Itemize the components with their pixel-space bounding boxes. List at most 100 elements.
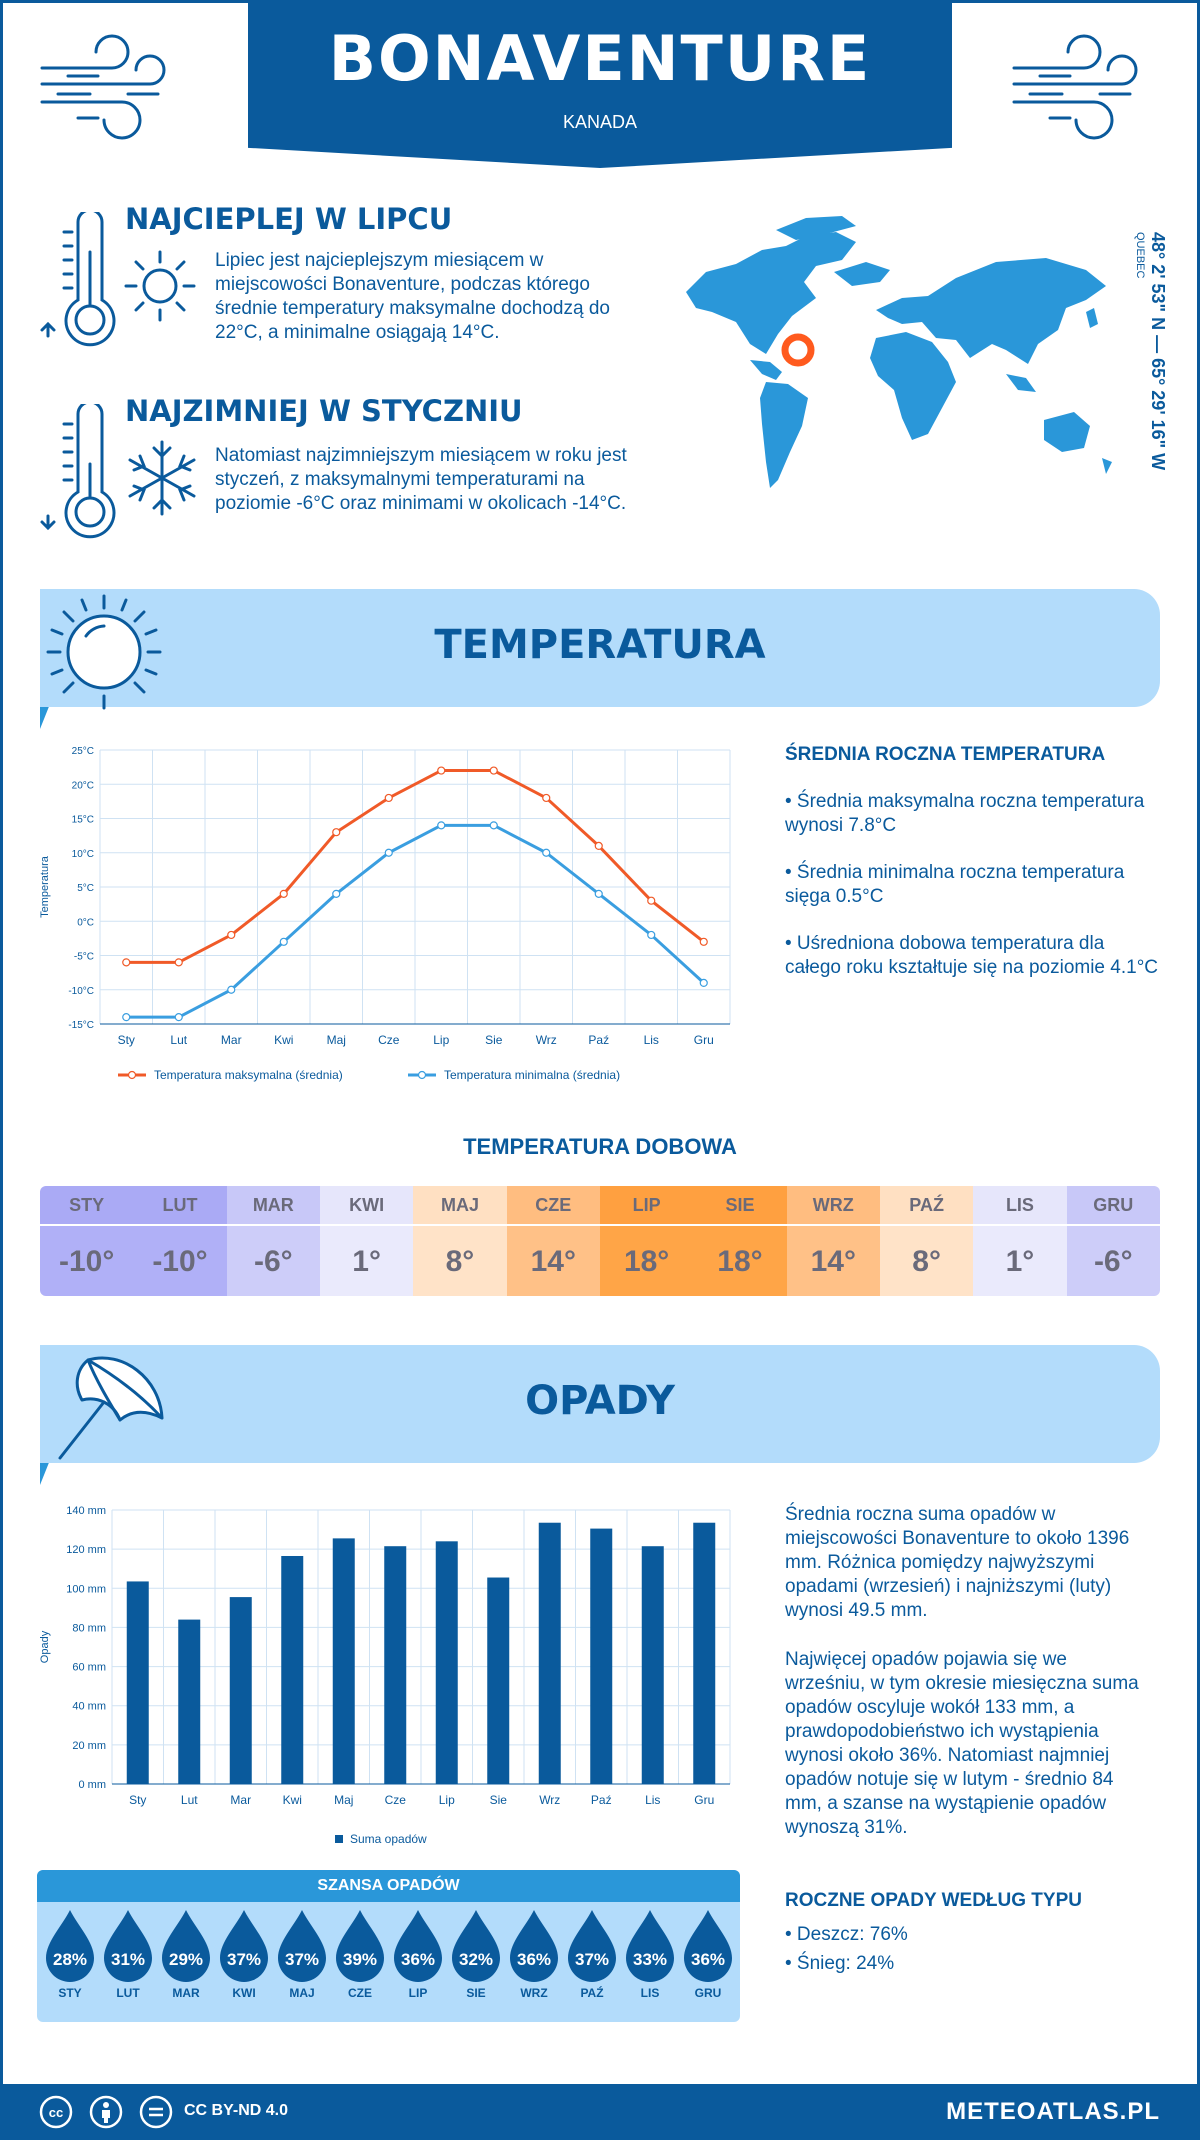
precip-chance-item: 28% STY — [41, 1908, 99, 2000]
temperature-band — [40, 589, 1160, 707]
x-tick-label: Maj — [334, 1793, 353, 1807]
precip-paragraph-1: Średnia roczna suma opadów w miejscowośc… — [785, 1504, 1130, 1621]
daily-temp-month: KWI — [319, 1186, 414, 1224]
precip-chance-value: 39% — [342, 1950, 378, 1969]
daily-temp-value: -6° — [1066, 1224, 1160, 1296]
data-point — [279, 889, 288, 898]
data-point — [647, 930, 656, 940]
raindrop-icon — [684, 1910, 732, 1982]
daily-temp-month: LIP — [599, 1186, 694, 1224]
precip-chart: 0 mm 20 mm 40 mm 60 mm 80 mm 100 mm 120 mm 140 … — [39, 1505, 731, 1846]
daily-temp-month: WRZ — [786, 1186, 880, 1224]
data-point — [332, 828, 341, 837]
precip-chance-value: 33% — [632, 1950, 668, 1969]
precip-bar — [590, 1528, 613, 1784]
precip-chance-month: LUT — [116, 1986, 140, 2000]
precip-chance-item: 37% PAŹ — [563, 1908, 621, 2000]
sun-large-icon — [46, 594, 162, 710]
precip-paragraph-2: Najwięcej opadów pojawia się we wrześniu… — [785, 1649, 1139, 1838]
precip-chance-month: STY — [58, 1986, 82, 2000]
precip-chance-item: 37% MAJ — [273, 1908, 331, 2000]
daily-temp-value: 14° — [786, 1224, 880, 1296]
coordinates-text: 48° 2' 53" N — 65° 29' 16" W — [1148, 232, 1168, 471]
y-tick-label: -10°C — [68, 986, 94, 997]
wind-icon-right — [1012, 34, 1138, 140]
precip-chance-box: SZANSA OPADÓW 28% STY 31% LUT 29% MAR 37% KWI 37… — [37, 1870, 740, 2022]
raindrop-icon — [278, 1910, 326, 1982]
daily-temp-cell: LIS 1° — [973, 1186, 1067, 1296]
precip-chance-item: 36% GRU — [679, 1908, 737, 2000]
license-icons[interactable]: cc — [38, 2094, 178, 2130]
daily-temp-value: -10° — [133, 1224, 227, 1296]
data-point — [332, 889, 341, 898]
daily-temp-value: 18° — [693, 1224, 787, 1296]
brand-link[interactable]: METEOATLAS.PL — [946, 2098, 1160, 2125]
y-tick-label: 40 mm — [72, 1701, 106, 1713]
svg-text:cc: cc — [49, 2105, 63, 2120]
legend-swatch-point — [417, 1070, 427, 1080]
daily-temp-value: 18° — [599, 1224, 694, 1296]
x-tick-label: Paź — [591, 1793, 612, 1807]
precip-chance-month: KWI — [232, 1986, 256, 2000]
precip-chance-item: 36% WRZ — [505, 1908, 563, 2000]
x-tick-label: Lis — [645, 1793, 660, 1807]
x-tick-label: Wrz — [539, 1793, 560, 1807]
daily-temp-month: LUT — [133, 1186, 227, 1224]
precip-chance-value: 37% — [226, 1950, 262, 1969]
data-point — [437, 766, 446, 775]
x-tick-label: Cze — [378, 1033, 400, 1047]
daily-temp-cell: GRU -6° — [1066, 1186, 1160, 1296]
data-point — [647, 896, 656, 905]
annual-temp-bullet-1: • Średnia maksymalna roczna temperatura … — [785, 791, 1145, 836]
y-axis-label: Temperatura — [39, 855, 51, 918]
location-marker — [781, 333, 815, 367]
country-label: KANADA — [562, 112, 638, 132]
daily-temp-table: STY -10° LUT -10° MAR -6° KWI 1° MAJ 8° CZE 14° LIP 1… — [40, 1186, 1160, 1296]
x-tick-label: Cze — [385, 1793, 407, 1807]
precip-type-rain: • Deszcz: 76% — [785, 1924, 908, 1945]
raindrop-icon — [336, 1910, 384, 1982]
y-tick-label: 120 mm — [66, 1544, 106, 1556]
precip-chance-month: SIE — [466, 1986, 486, 2000]
data-point — [437, 821, 446, 830]
y-tick-label: 100 mm — [66, 1583, 106, 1595]
daily-temp-cell: KWI 1° — [319, 1186, 414, 1296]
precip-chance-month: PAŹ — [580, 1986, 604, 2000]
daily-temp-month: SIE — [693, 1186, 787, 1224]
city-title: BONAVENTURE — [328, 22, 872, 95]
precip-chance-value: 29% — [168, 1950, 204, 1969]
daily-temp-value: 14° — [506, 1224, 600, 1296]
annual-temp-bullet-2: • Średnia minimalna roczna temperatura s… — [785, 862, 1125, 907]
data-point — [174, 958, 183, 967]
y-tick-label: 5°C — [77, 883, 94, 894]
y-tick-label: 20 mm — [72, 1740, 106, 1752]
legend-swatch — [335, 1835, 343, 1843]
raindrop-icon — [510, 1910, 558, 1982]
raindrop-icon — [452, 1910, 500, 1982]
raindrop-icon — [104, 1910, 152, 1982]
x-tick-label: Sty — [118, 1033, 135, 1047]
annual-temp-bullet-3: • Uśredniona dobowa temperatura dla całe… — [785, 933, 1159, 978]
license-label[interactable]: CC BY-ND 4.0 — [184, 2102, 289, 2119]
precip-bar — [693, 1522, 716, 1784]
daily-temp-month: LIS — [973, 1186, 1067, 1224]
precip-bar — [229, 1597, 252, 1784]
precip-chance-list: 28% STY 31% LUT 29% MAR 37% KWI 37% MAJ 39% CZE 36% L… — [37, 1902, 740, 2000]
raindrop-icon — [162, 1910, 210, 1982]
precip-chance-item: 29% MAR — [157, 1908, 215, 2000]
x-tick-label: Kwi — [283, 1793, 302, 1807]
x-tick-label: Wrz — [536, 1033, 557, 1047]
precip-bar — [435, 1541, 458, 1784]
daily-temp-cell: LUT -10° — [133, 1186, 227, 1296]
data-point — [384, 848, 393, 857]
daily-temp-cell: SIE 18° — [693, 1186, 787, 1296]
region-label: QUEBEC — [1134, 232, 1146, 279]
x-tick-label: Lis — [644, 1033, 659, 1047]
precip-bar — [126, 1581, 149, 1784]
y-tick-label: 25°C — [72, 746, 94, 757]
x-tick-label: Lut — [170, 1033, 187, 1047]
data-point — [122, 1013, 131, 1022]
raindrop-icon — [568, 1910, 616, 1982]
x-tick-label: Sie — [485, 1033, 503, 1047]
y-tick-label: -15°C — [68, 1020, 94, 1031]
